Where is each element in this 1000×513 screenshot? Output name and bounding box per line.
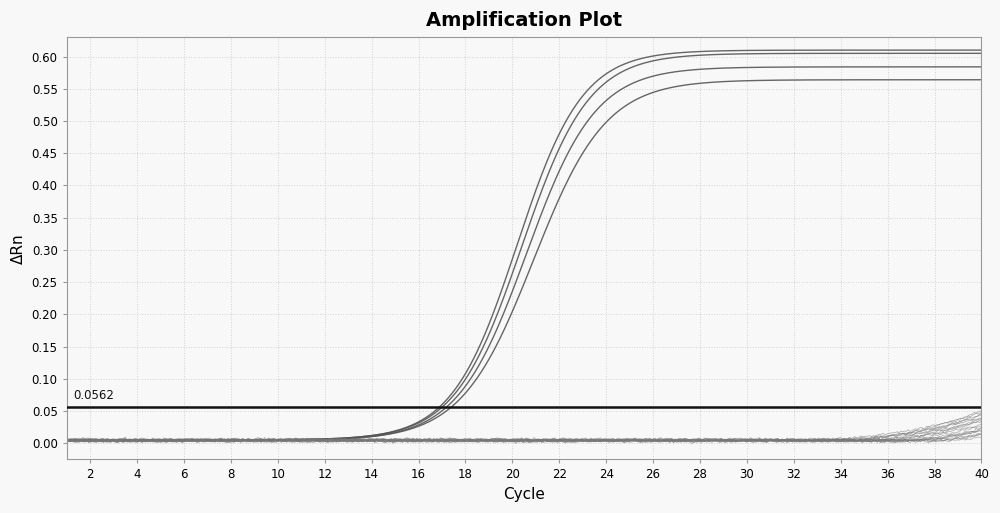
Title: Amplification Plot: Amplification Plot bbox=[426, 11, 622, 30]
Y-axis label: ΔRn: ΔRn bbox=[11, 233, 26, 264]
X-axis label: Cycle: Cycle bbox=[503, 487, 545, 502]
Text: 0.0562: 0.0562 bbox=[74, 389, 115, 403]
